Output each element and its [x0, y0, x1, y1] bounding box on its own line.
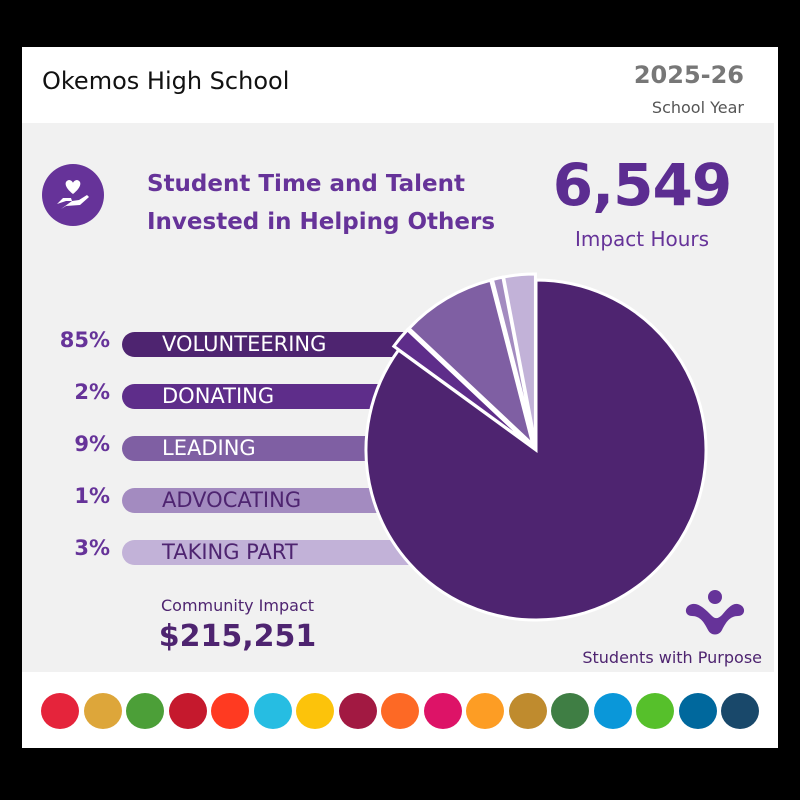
- life-on-land-icon: [636, 693, 674, 729]
- sustainable-cities-icon: [466, 693, 504, 729]
- pie-slice-taking-part: [501, 272, 537, 445]
- pie-slice-donating: [391, 327, 533, 448]
- life-below-water-icon: [593, 693, 632, 729]
- decent-work-icon: [338, 693, 377, 729]
- quality-education-icon: [168, 693, 207, 729]
- reduced-inequalities-icon: [423, 693, 462, 729]
- headline-line-2: Invested in Helping Others: [147, 209, 496, 235]
- percent-label: 3%: [74, 536, 110, 560]
- category-bar-volunteering: VOLUNTEERING: [122, 332, 442, 357]
- industry-innovation-icon: [381, 693, 419, 729]
- headline-line-1: Student Time and Talent: [147, 171, 465, 197]
- school-year-label: School Year: [651, 98, 744, 117]
- category-bar-taking-part: TAKING PART: [122, 540, 442, 565]
- percent-label: 85%: [59, 328, 110, 352]
- pie-slice-leading: [406, 278, 536, 450]
- brand-name: Students with Purpose: [582, 648, 762, 667]
- no-poverty-icon: [41, 693, 79, 729]
- peace-justice-icon: [678, 693, 717, 729]
- community-impact-value: $215,251: [158, 619, 317, 654]
- impact-hours-label: Impact Hours: [574, 227, 710, 251]
- content-panel: Student Time and Talent Invested in Help…: [22, 123, 774, 672]
- pie-slice-volunteering: [364, 278, 708, 622]
- responsible-consumption-icon: [508, 693, 547, 729]
- good-health-icon: [126, 693, 164, 729]
- impact-hours-value: 6,549: [552, 151, 732, 219]
- students-with-purpose-logo: [685, 590, 745, 635]
- heart-in-hand-icon: [42, 164, 104, 226]
- school-name: Okemos High School: [42, 67, 290, 95]
- percent-label: 2%: [74, 380, 110, 404]
- impact-card: Okemos High School 2025-26 School Year S…: [22, 47, 778, 748]
- percent-label: 9%: [74, 432, 110, 456]
- zero-hunger-icon: [83, 693, 122, 729]
- school-year: 2025-26: [633, 61, 744, 89]
- clean-energy-icon: [296, 693, 334, 729]
- community-impact-label: Community Impact: [160, 596, 315, 615]
- headline: Student Time and Talent Invested in Help…: [147, 165, 495, 241]
- clean-water-icon: [253, 693, 292, 729]
- climate-action-icon: [551, 693, 589, 729]
- partnerships-icon: [721, 693, 759, 729]
- gender-equality-icon: [211, 693, 249, 729]
- pie-chart: [364, 272, 708, 622]
- percent-label: 1%: [74, 484, 110, 508]
